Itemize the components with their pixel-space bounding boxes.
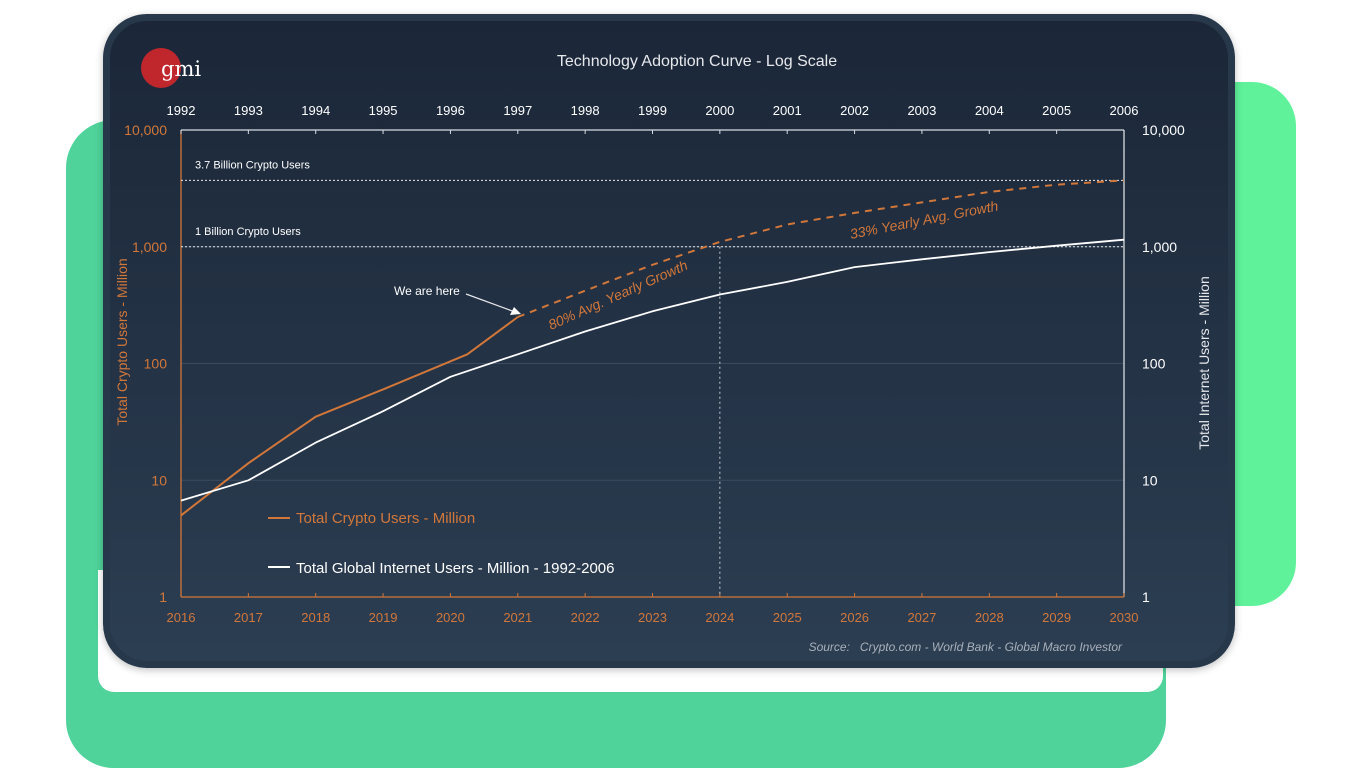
x-top-tick-label: 1993 (234, 103, 263, 118)
axes (180, 129, 1125, 598)
x-top-tick-label: 2003 (907, 103, 936, 118)
x-top-tick-label: 1992 (167, 103, 196, 118)
x-bottom-tick-label: 2030 (1110, 610, 1139, 625)
chart-card (103, 14, 1235, 668)
x-bottom-tick-label: 2026 (840, 610, 869, 625)
x-bottom-tick-label: 2019 (369, 610, 398, 625)
x-top-tick-label: 2002 (840, 103, 869, 118)
x-top-tick-label: 1999 (638, 103, 667, 118)
x-bottom-tick-label: 2022 (571, 610, 600, 625)
legend-label-internet: Total Global Internet Users - Million - … (296, 560, 615, 577)
y-right-tick-label: 10 (1142, 472, 1158, 488)
reference-line-label: 3.7 Billion Crypto Users (195, 159, 310, 171)
y-right-tick-label: 1,000 (1142, 239, 1177, 255)
y-left-tick-label: 100 (144, 356, 168, 372)
x-top-tick-label: 2001 (773, 103, 802, 118)
x-top-tick-label: 2006 (1110, 103, 1139, 118)
right-tick-labels: 1 10 100 1,000 10,000 (1142, 122, 1185, 605)
x-top-tick-label: 2004 (975, 103, 1004, 118)
x-top-tick-label: 1994 (301, 103, 330, 118)
series-line-crypto-projection (517, 179, 1125, 318)
annotation-arrow-line (465, 293, 516, 313)
x-bottom-tick-label: 2017 (234, 610, 263, 625)
series-layer (180, 179, 1125, 517)
x-top-tick-label: 2000 (705, 103, 734, 118)
reference-line-label: 1 Billion Crypto Users (195, 226, 301, 238)
y-left-tick-label: 10 (151, 472, 167, 488)
y-right-tick-label: 10,000 (1142, 122, 1185, 138)
left-tick-labels: 1 10 100 1,000 10,000 (124, 122, 167, 605)
reference-lines: 3.7 Billion Crypto Users 1 Billion Crypto… (181, 159, 1124, 248)
y-right-tick-label: 100 (1142, 356, 1166, 372)
x-bottom-tick-label: 2028 (975, 610, 1004, 625)
x-bottom-tick-label: 2025 (773, 610, 802, 625)
x-bottom-tick-label: 2021 (503, 610, 532, 625)
legend: Total Crypto Users - Million Total Globa… (268, 510, 615, 577)
y-right-tick-label: 1 (1142, 589, 1150, 605)
x-bottom-tick-label: 2020 (436, 610, 465, 625)
gmi-logo: gmi (141, 48, 201, 88)
x-bottom-tick-label: 2016 (167, 610, 196, 625)
y-left-tick-label: 1 (159, 589, 167, 605)
chart-title: Technology Adoption Curve - Log Scale (557, 53, 837, 70)
legend-label-crypto: Total Crypto Users - Million (296, 510, 475, 527)
we-are-here-annotation: We are here (394, 284, 460, 298)
x-top-tick-label: 1996 (436, 103, 465, 118)
x-top-tick-label: 1995 (369, 103, 398, 118)
x-bottom-tick-label: 2024 (705, 610, 734, 625)
x-bottom-tick-label: 2018 (301, 610, 330, 625)
x-bottom-tick-label: 2023 (638, 610, 667, 625)
source-note: Source: Crypto.com - World Bank - Global… (809, 640, 1123, 654)
y-axis-right-label: Total Internet Users - Million (1196, 276, 1212, 450)
x-top-tick-label: 1997 (503, 103, 532, 118)
x-bottom-tick-label: 2029 (1042, 610, 1071, 625)
y-left-tick-label: 1,000 (132, 239, 167, 255)
x-top-tick-label: 2005 (1042, 103, 1071, 118)
x-top-tick-label: 1998 (571, 103, 600, 118)
top-tick-labels: 1992 1993 1994 1995 1996 1997 1998 1999 2000 2001… (167, 103, 1139, 118)
bottom-tick-labels: 2016 2017 2018 2019 2020 2021 2022 2023 2024 2025… (167, 610, 1139, 625)
logo-text: gmi (161, 57, 201, 81)
x-bottom-tick-label: 2027 (907, 610, 936, 625)
series-line-internet (180, 238, 1125, 502)
growth-33-annotation: 33% Yearly Avg. Growth (849, 197, 1000, 242)
y-axis-left-label: Total Crypto Users - Million (114, 258, 130, 425)
annotation-arrowhead-icon (510, 307, 521, 315)
y-left-tick-label: 10,000 (124, 122, 167, 138)
logo-globe-icon (141, 48, 181, 88)
series-line-crypto (180, 316, 519, 517)
